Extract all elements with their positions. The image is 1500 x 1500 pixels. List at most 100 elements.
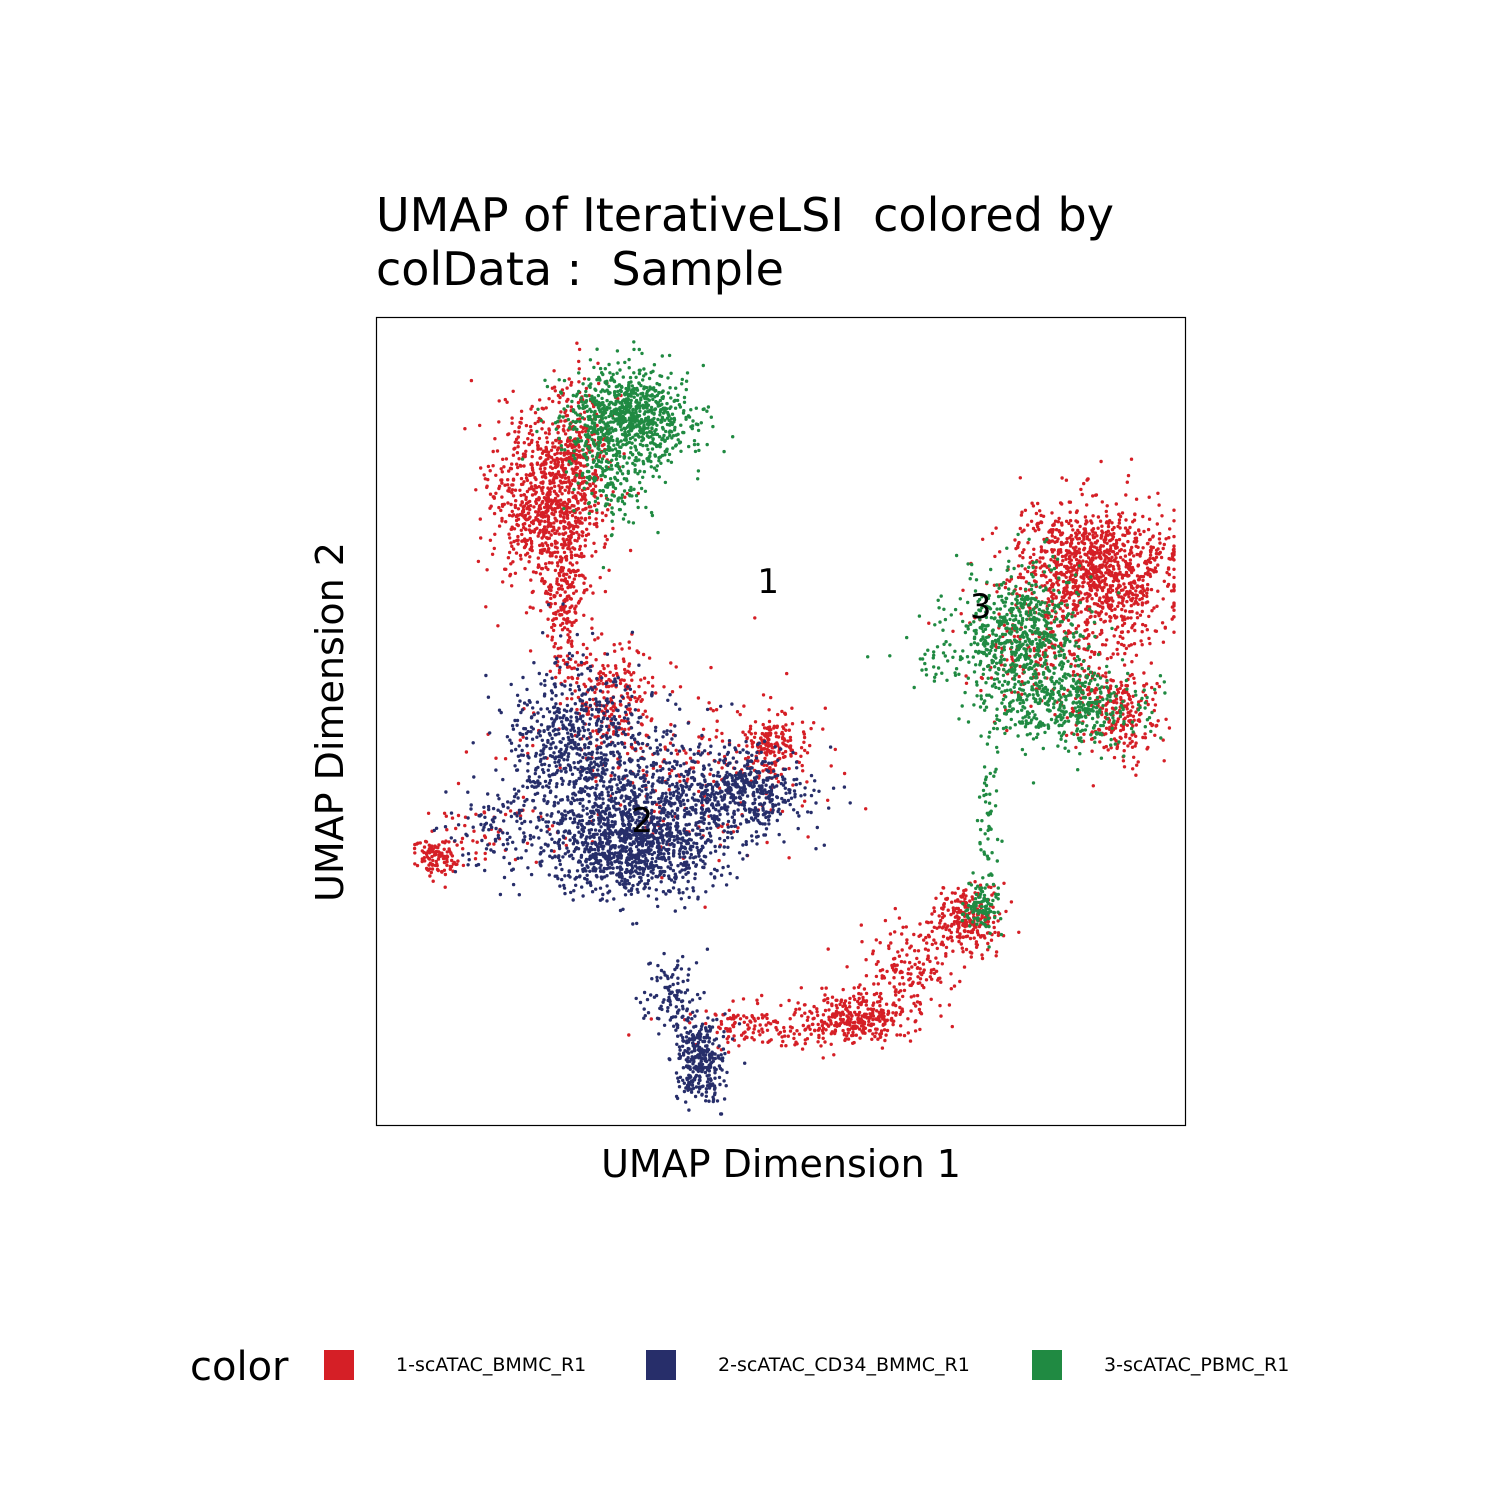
- data-point: [565, 505, 569, 510]
- data-point: [422, 856, 426, 860]
- data-point: [1160, 514, 1164, 518]
- data-point: [565, 516, 570, 520]
- data-point: [1104, 675, 1108, 679]
- data-point: [1038, 509, 1042, 513]
- data-point: [743, 733, 747, 737]
- data-point: [603, 589, 608, 594]
- data-point: [1132, 755, 1136, 759]
- data-point: [523, 544, 528, 549]
- data-point: [555, 550, 560, 554]
- data-point: [506, 556, 511, 560]
- data-point: [789, 752, 793, 757]
- data-point: [1069, 565, 1074, 570]
- data-point: [915, 966, 920, 970]
- data-point: [756, 759, 760, 763]
- data-point: [676, 1076, 680, 1080]
- data-point: [1127, 595, 1131, 599]
- data-point: [1156, 719, 1160, 723]
- data-point: [1099, 617, 1103, 622]
- data-point: [503, 812, 508, 817]
- data-point: [1108, 532, 1112, 536]
- data-point: [530, 590, 534, 595]
- data-point: [1077, 536, 1082, 541]
- data-point: [545, 436, 549, 440]
- data-point: [915, 993, 920, 998]
- data-point: [797, 1032, 802, 1036]
- data-point: [1050, 582, 1055, 586]
- data-point: [550, 824, 555, 828]
- data-point: [944, 952, 948, 956]
- data-point: [556, 460, 561, 464]
- data-point: [732, 1017, 736, 1021]
- data-point: [1128, 558, 1133, 562]
- data-point: [959, 612, 963, 616]
- data-point: [958, 934, 962, 938]
- data-point: [571, 490, 575, 495]
- data-point: [1134, 710, 1138, 714]
- data-point: [1131, 767, 1135, 771]
- data-point: [1061, 542, 1065, 546]
- data-point: [577, 533, 581, 537]
- data-point: [600, 632, 604, 636]
- data-point: [1018, 664, 1022, 669]
- data-point: [871, 949, 875, 953]
- data-point: [1081, 541, 1085, 545]
- data-point: [1049, 621, 1053, 625]
- data-point: [627, 646, 632, 650]
- data-point: [629, 742, 634, 747]
- data-point: [561, 537, 565, 541]
- data-point: [516, 534, 520, 539]
- data-point: [1125, 599, 1129, 604]
- data-point: [1112, 558, 1117, 562]
- data-point: [758, 1033, 762, 1037]
- data-point: [876, 1037, 880, 1041]
- data-point: [510, 491, 514, 495]
- data-point: [546, 453, 551, 457]
- data-point: [1069, 562, 1073, 566]
- data-point: [429, 870, 433, 875]
- data-point: [860, 940, 864, 944]
- data-point: [875, 1027, 879, 1031]
- data-point: [530, 454, 534, 459]
- data-point: [1133, 512, 1137, 516]
- data-point: [971, 927, 976, 932]
- data-point: [1114, 739, 1118, 743]
- data-point: [581, 481, 585, 485]
- data-point: [538, 528, 542, 533]
- data-point: [797, 1007, 802, 1011]
- data-point: [1172, 558, 1176, 562]
- data-point: [799, 754, 803, 758]
- data-point: [567, 543, 571, 548]
- data-point: [1106, 748, 1110, 752]
- data-point: [566, 627, 570, 632]
- data-point: [846, 1015, 850, 1019]
- data-point: [534, 516, 538, 520]
- data-point: [539, 463, 543, 468]
- data-point: [526, 501, 530, 505]
- data-point: [636, 491, 640, 496]
- data-point: [1037, 527, 1041, 532]
- data-point: [1104, 612, 1108, 616]
- data-point: [1004, 909, 1008, 914]
- data-point: [705, 783, 710, 788]
- data-point: [600, 518, 605, 523]
- data-point: [551, 724, 555, 728]
- data-point: [774, 731, 778, 735]
- data-point: [546, 567, 550, 572]
- data-point: [593, 638, 597, 642]
- data-point: [1155, 604, 1159, 608]
- data-point: [1130, 672, 1134, 677]
- data-point: [555, 561, 560, 565]
- data-point: [558, 489, 562, 493]
- data-point: [590, 617, 594, 621]
- data-point: [1167, 556, 1171, 561]
- data-point: [806, 1025, 810, 1029]
- data-point: [555, 472, 559, 476]
- data-point: [980, 956, 985, 961]
- data-point: [1104, 671, 1108, 675]
- data-point: [563, 525, 568, 530]
- data-point: [527, 528, 532, 532]
- data-point: [516, 754, 521, 758]
- data-point: [1038, 657, 1043, 662]
- data-point: [559, 623, 563, 627]
